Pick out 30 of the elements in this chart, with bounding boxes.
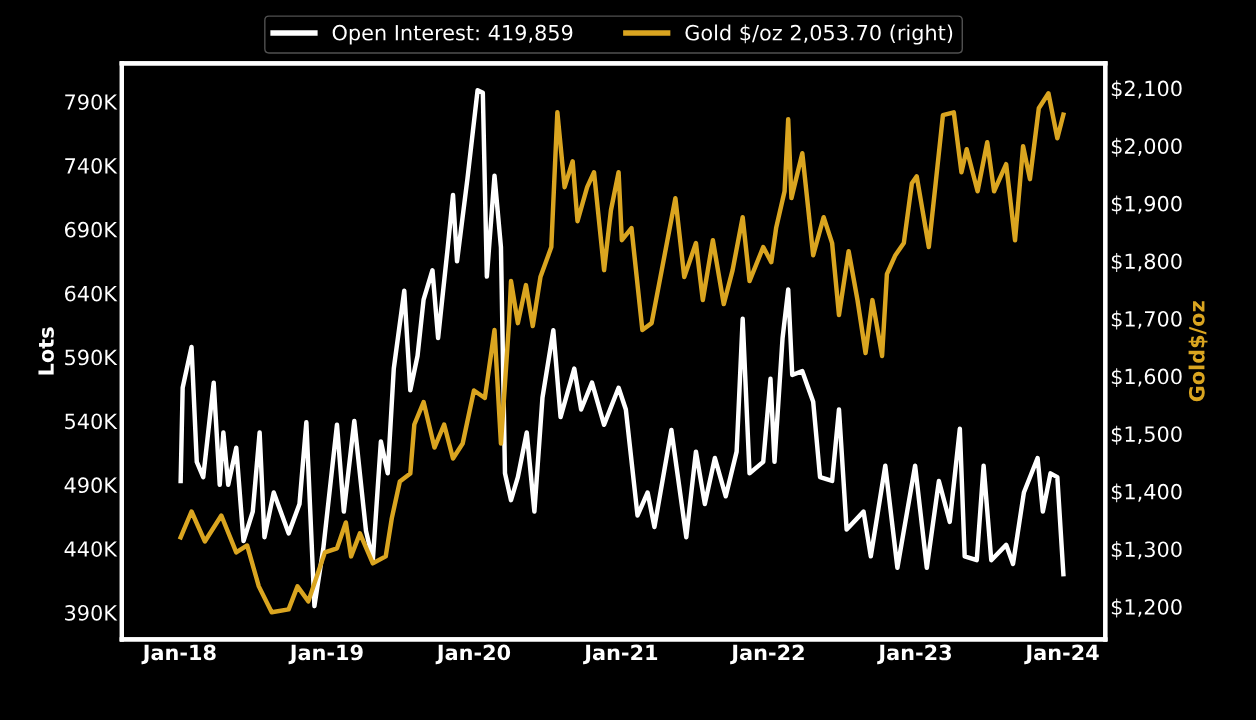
y-tick-label: 640K [65, 285, 118, 302]
y-tick-label: 740K [65, 157, 118, 174]
x-tick-label: Jan-23 [877, 644, 951, 665]
x-tick-label: Jan-24 [1024, 644, 1099, 665]
y-tick-label: 440K [64, 541, 118, 557]
y2-tick-label: $1,300 [1111, 541, 1182, 560]
y2-tick-label: $2,000 [1111, 137, 1182, 157]
y-tick-label: 790K [65, 94, 118, 110]
y2-tick-label: $1,600 [1111, 368, 1182, 388]
y2-axis-title: Gold$/oz [1188, 301, 1208, 402]
y2-tick-label: $1,800 [1111, 253, 1182, 272]
y-tick-label: 540K [65, 413, 118, 430]
x-tick-label: Jan-19 [288, 644, 363, 665]
y2-tick-label: $1,700 [1111, 310, 1182, 330]
y2-tick-label: $1,400 [1111, 483, 1182, 503]
y-tick-label: 590K [65, 349, 118, 366]
x-tick-label: Jan-21 [583, 644, 658, 665]
x-tick-label: Jan-18 [141, 644, 216, 665]
y-tick-label: 490K [64, 477, 118, 494]
y2-tick-label: $1,500 [1111, 425, 1182, 445]
y2-tick-label: $1,900 [1111, 195, 1182, 215]
y2-tick-label: $1,200 [1111, 598, 1182, 618]
y-axis-title: Lots [38, 327, 54, 375]
y-tick-label: 690K [65, 221, 118, 238]
y-tick-label: 390K [65, 604, 118, 621]
x-tick-label: Jan-20 [435, 644, 511, 665]
legend-label: Gold $/oz 2,053.70 (right) [685, 24, 953, 45]
x-tick-label: Jan-22 [730, 644, 804, 665]
y2-tick-label: $2,100 [1111, 80, 1182, 100]
legend-label: Open Interest: 419,859 [332, 24, 573, 45]
